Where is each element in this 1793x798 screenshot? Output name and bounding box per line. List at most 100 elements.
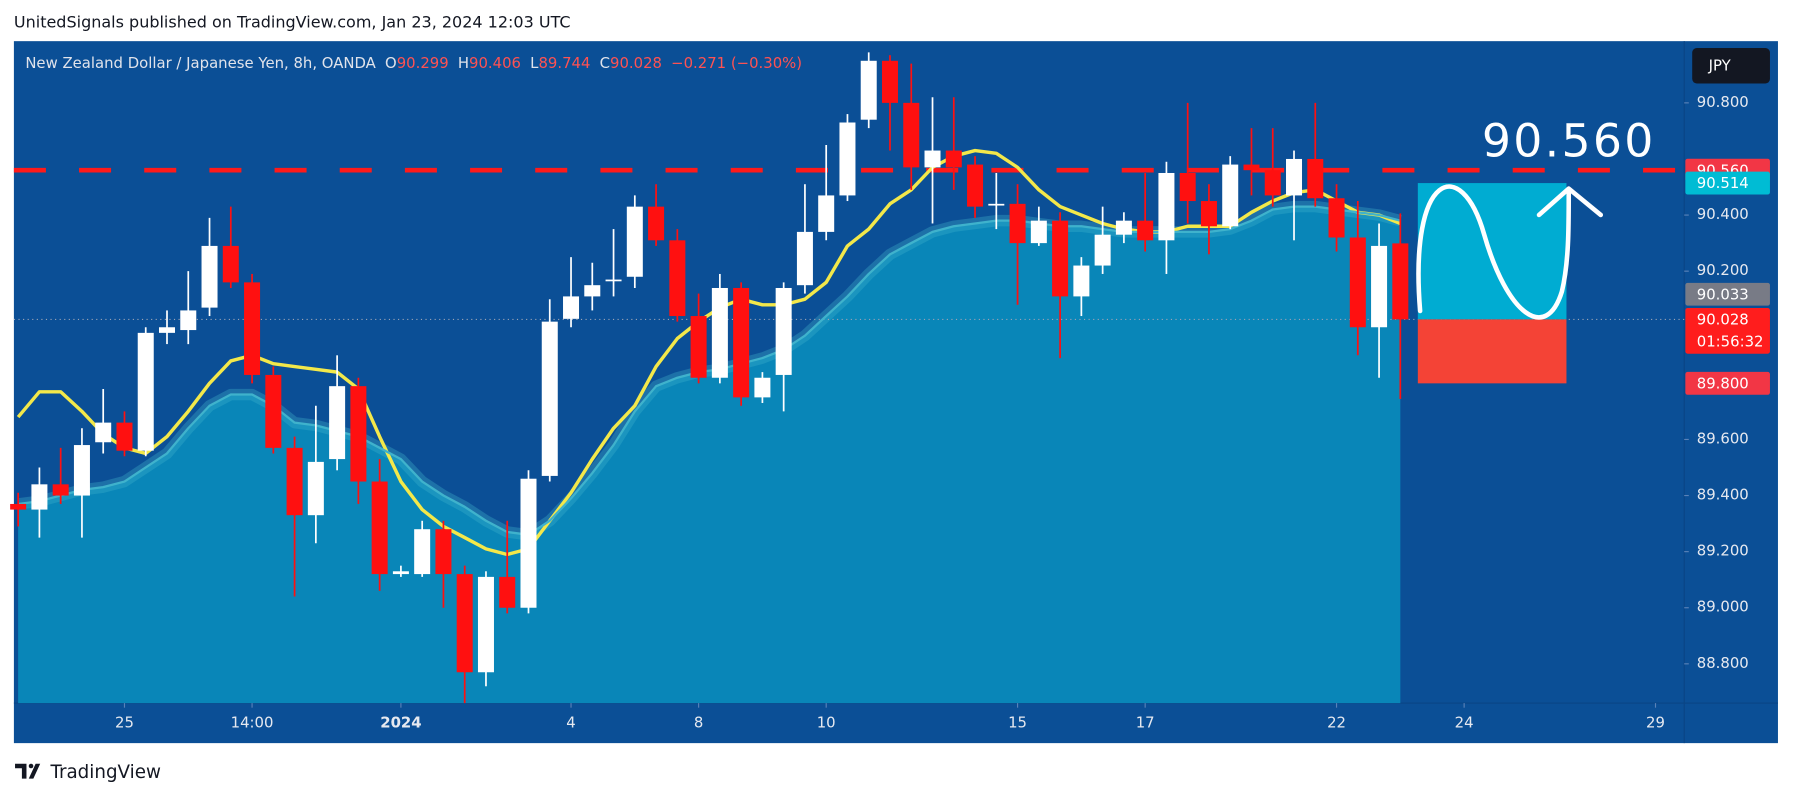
legend-label: H — [458, 54, 469, 72]
x-tick-label: 4 — [566, 714, 575, 732]
candle-body — [265, 374, 282, 448]
y-tick-label: 90.800 — [1697, 93, 1749, 111]
candle-body — [95, 422, 112, 443]
x-tick-label: 8 — [694, 714, 703, 732]
candle-body — [967, 164, 984, 207]
candle-body — [839, 122, 856, 196]
currency-button[interactable] — [1692, 48, 1770, 84]
y-tick-label: 88.800 — [1697, 654, 1749, 672]
candle-body — [435, 529, 452, 575]
annotation-drawing: 90.560 — [1416, 115, 1656, 320]
price-tag-label: 90.028 — [1697, 311, 1749, 329]
price-tag — [1685, 282, 1770, 306]
candle-body — [392, 571, 409, 575]
candle-body — [477, 576, 494, 673]
candle-body — [860, 60, 877, 120]
candle-body — [244, 282, 261, 375]
x-tick-label: 29 — [1646, 714, 1665, 732]
x-tick-label: 2024 — [380, 714, 421, 732]
footer-logo: TradingView — [15, 762, 161, 783]
annotation-text: 90.560 — [1482, 115, 1656, 168]
candle-body — [1179, 172, 1196, 202]
candle-body — [456, 574, 473, 673]
legend-label: O — [385, 54, 397, 72]
candle-body — [350, 386, 367, 482]
legend-value: 90.299 — [397, 54, 449, 72]
legend-value: 90.406 — [469, 54, 521, 72]
legend-title: New Zealand Dollar / Japanese Yen, 8h, O… — [25, 54, 376, 72]
candle-body — [1094, 234, 1111, 266]
candle-body — [520, 478, 537, 608]
x-tick-label: 17 — [1136, 714, 1155, 732]
candle-body — [690, 316, 707, 378]
logo-dot — [28, 763, 34, 769]
candle-body — [1200, 201, 1217, 227]
candle-body — [1030, 220, 1047, 244]
candle-body — [1307, 158, 1324, 199]
y-tick-label: 90.400 — [1697, 205, 1749, 223]
candle-body — [307, 461, 324, 516]
candle-body — [1115, 220, 1132, 235]
candle-body — [669, 240, 686, 317]
legend-change: −0.271 (−0.30%) — [671, 54, 802, 72]
drawn-curve — [1416, 184, 1572, 320]
candle-body — [711, 287, 728, 378]
legend-label: L — [530, 54, 539, 72]
candle-body — [754, 377, 771, 398]
x-tick-label: 24 — [1455, 714, 1474, 732]
candle-body — [1243, 164, 1260, 171]
candle-body — [201, 245, 218, 308]
candle-body — [1052, 220, 1069, 297]
price-tag-label: 89.800 — [1697, 374, 1749, 392]
candle-body — [1328, 198, 1345, 238]
y-tick-label: 89.200 — [1697, 542, 1749, 560]
candle-body — [648, 206, 665, 241]
candle-body — [1073, 265, 1090, 297]
price-tag — [1685, 371, 1770, 395]
candle-body — [73, 445, 90, 496]
candle-body — [903, 102, 920, 168]
candle-body — [1009, 203, 1026, 244]
x-tick-label: 15 — [1008, 714, 1027, 732]
y-tick-label: 90.200 — [1697, 261, 1749, 279]
candle-body — [881, 60, 898, 103]
candle-body — [222, 245, 239, 283]
candle-body — [499, 576, 516, 608]
candle-body — [329, 386, 346, 460]
y-tick-label: 89.000 — [1697, 598, 1749, 616]
legend-value: 89.744 — [538, 54, 590, 72]
currency-label: JPY — [1708, 56, 1732, 74]
countdown: 01:56:32 — [1697, 332, 1764, 350]
candle-body — [1392, 243, 1409, 320]
footer-brand: TradingView — [49, 762, 161, 783]
x-tick-label: 14:00 — [231, 714, 274, 732]
candle-body — [1264, 170, 1281, 196]
candle-body — [414, 529, 431, 575]
x-tick-label: 25 — [115, 714, 134, 732]
candle-body — [1349, 237, 1366, 328]
candle-body — [1222, 164, 1239, 227]
candle-body — [116, 422, 133, 451]
legend: New Zealand Dollar / Japanese Yen, 8h, O… — [25, 54, 802, 72]
candle-body — [988, 203, 1005, 206]
price-tag-label: 90.514 — [1697, 174, 1749, 192]
candle-body — [1286, 158, 1303, 196]
candle-body — [1158, 172, 1175, 241]
x-tick-label: 22 — [1327, 714, 1346, 732]
candle-body — [563, 296, 580, 319]
legend-value: 90.028 — [610, 54, 662, 72]
candle-body — [818, 195, 835, 232]
area-fill — [18, 206, 1401, 704]
plot-area — [10, 52, 1685, 704]
price-tag — [1685, 307, 1770, 354]
publisher-header: UnitedSignals published on TradingView.c… — [14, 12, 571, 31]
legend-label: C — [600, 54, 610, 72]
candle-body — [1137, 220, 1154, 241]
candle-body — [945, 150, 962, 168]
y-tick-label: 89.600 — [1697, 429, 1749, 447]
candle-body — [10, 503, 27, 510]
candle-body — [286, 447, 303, 516]
price-tag — [1685, 171, 1770, 195]
candle-body — [541, 321, 558, 476]
